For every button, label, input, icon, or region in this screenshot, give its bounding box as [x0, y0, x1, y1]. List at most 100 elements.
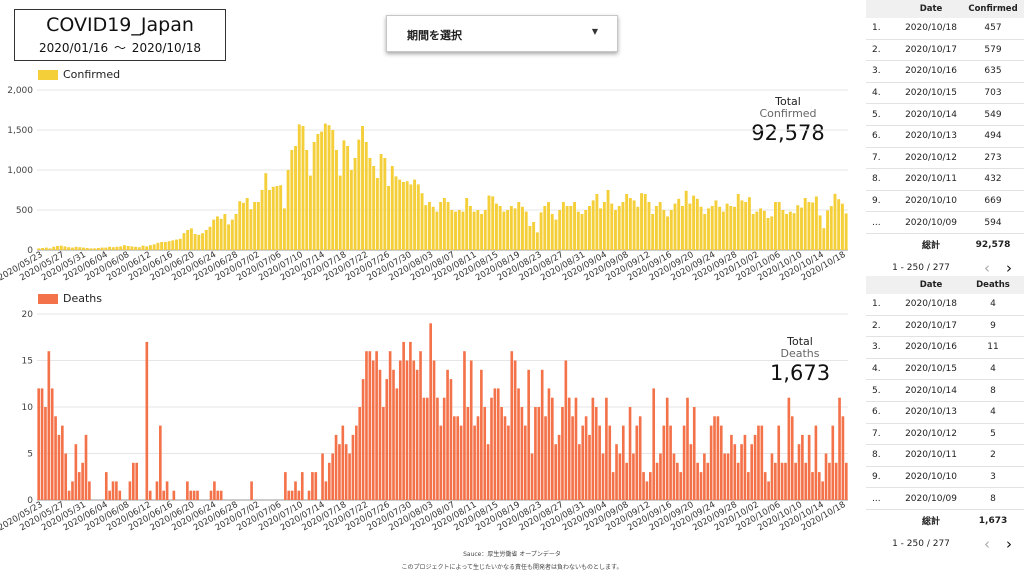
deaths-table-row[interactable]: 1. 2020/10/18 4	[866, 294, 1024, 316]
confirmed-bar	[550, 214, 554, 250]
deaths-bar	[496, 388, 500, 500]
confirmed-bar	[361, 126, 364, 250]
deaths-bar	[145, 341, 149, 500]
confirmed-table-row[interactable]: 2. 2020/10/17 579	[866, 40, 1024, 62]
confirmed-bar	[636, 206, 640, 250]
deaths-bar	[321, 453, 324, 500]
deaths-table-row[interactable]: 7. 2020/10/12 5	[866, 424, 1024, 446]
deaths-bar	[327, 462, 331, 500]
deaths-bar	[534, 407, 537, 500]
deaths-bar	[490, 397, 493, 500]
deaths-bar	[669, 425, 672, 500]
confirmed-bar	[647, 202, 651, 250]
confirmed-table-header-confirmed[interactable]: Confirmed	[968, 4, 1018, 14]
deaths-table-row[interactable]: 4. 2020/10/15 4	[866, 359, 1024, 381]
deaths-bar	[115, 481, 118, 500]
confirmed-table-row[interactable]: 9. 2020/10/10 669	[866, 191, 1024, 213]
confirmed-table-cell: 432	[984, 174, 1002, 185]
confirmed-table-row[interactable]: 3. 2020/10/16 635	[866, 61, 1024, 83]
deaths-table-cell: 2	[990, 450, 996, 461]
deaths-table-row[interactable]: 5. 2020/10/14 8	[866, 380, 1024, 402]
deaths-total-sublabel: Deaths	[780, 347, 820, 360]
deaths-table-header-deaths[interactable]: Deaths	[976, 280, 1010, 290]
deaths-bar	[811, 472, 814, 500]
confirmed-bar	[111, 247, 115, 250]
deaths-bar	[422, 397, 426, 500]
deaths-table-cell: 2020/10/18	[905, 299, 957, 310]
confirmed-table-cell: 6.	[872, 131, 881, 142]
confirmed-table-row[interactable]: 1. 2020/10/18 457	[866, 18, 1024, 40]
deaths-bar	[361, 379, 365, 500]
deaths-bar	[338, 444, 341, 500]
confirmed-bar	[628, 198, 632, 250]
deaths-table-cell: 2.	[872, 320, 881, 331]
confirmed-table-row[interactable]: 4. 2020/10/15 703	[866, 83, 1024, 105]
period-selector-dropdown[interactable]: 期間を選択 ▼	[386, 15, 618, 52]
deaths-table-row[interactable]: 8. 2020/10/11 2	[866, 445, 1024, 467]
deaths-bar	[574, 397, 578, 500]
deaths-bar	[74, 444, 78, 500]
confirmed-table-row[interactable]: 7. 2020/10/12 273	[866, 148, 1024, 170]
deaths-bar	[371, 360, 375, 500]
next-page-icon[interactable]: ›	[1006, 258, 1012, 277]
deaths-table-header-date[interactable]: Date	[919, 280, 943, 290]
deaths-table-row[interactable]: 2. 2020/10/17 9	[866, 316, 1024, 338]
deaths-bar	[324, 481, 328, 500]
confirmed-bar	[759, 208, 763, 250]
confirmed-table-cell: 2020/10/10	[905, 196, 957, 207]
deaths-bar	[118, 490, 122, 500]
deaths-bar	[77, 472, 81, 500]
confirmed-bar	[610, 203, 614, 250]
confirmed-bar	[785, 214, 789, 250]
prev-page-icon[interactable]: ‹	[984, 534, 990, 553]
deaths-bar	[128, 481, 132, 500]
confirmed-bar	[513, 208, 517, 250]
deaths-table-row[interactable]: 3. 2020/10/16 11	[866, 337, 1024, 359]
deaths-table-cell: 2020/10/12	[905, 428, 957, 439]
deaths-bar	[523, 425, 527, 500]
deaths-table-cell: 9.	[872, 472, 881, 483]
confirmed-table-row[interactable]: 8. 2020/10/11 432	[866, 169, 1024, 191]
deaths-bar	[47, 351, 51, 500]
deaths-total-scorecard: Total Deaths 1,673	[760, 336, 840, 386]
deaths-bar	[733, 444, 737, 500]
deaths-bar	[841, 416, 845, 500]
deaths-bar	[314, 472, 318, 500]
confirmed-bar	[271, 186, 275, 250]
deaths-table-row[interactable]: 9. 2020/10/10 3	[866, 467, 1024, 489]
prev-page-icon[interactable]: ‹	[984, 258, 990, 277]
confirmed-bar	[242, 202, 245, 250]
deaths-bar	[111, 481, 115, 500]
deaths-bar	[442, 397, 446, 500]
confirmed-bar	[547, 202, 550, 250]
deaths-legend-swatch	[38, 293, 58, 304]
next-page-icon[interactable]: ›	[1006, 534, 1012, 553]
deaths-bar	[750, 444, 754, 500]
confirmed-bar	[215, 216, 219, 250]
confirmed-bar	[774, 202, 777, 250]
confirmed-bar	[740, 200, 744, 250]
confirmed-bar	[186, 230, 190, 250]
deaths-bar	[385, 379, 389, 500]
confirmed-table-header-date[interactable]: Date	[919, 4, 943, 14]
deaths-table-cell: 3	[990, 472, 996, 483]
deaths-table-row[interactable]: ... 2020/10/09 8	[866, 488, 1024, 510]
confirmed-bar	[424, 205, 428, 250]
confirmed-table-row[interactable]: 6. 2020/10/13 494	[866, 126, 1024, 148]
deaths-bar	[551, 397, 554, 500]
confirmed-table-row[interactable]: ... 2020/10/09 594	[866, 212, 1024, 234]
deaths-bar	[578, 444, 581, 500]
confirmed-bar	[264, 173, 268, 250]
deaths-table-cell: 7.	[872, 428, 881, 439]
deaths-table-cell: 5	[990, 428, 996, 439]
deaths-table-pager: 1 - 250 / 277 ‹ ›	[866, 532, 1024, 556]
confirmed-bar	[420, 193, 424, 250]
confirmed-bar	[431, 206, 435, 250]
confirmed-table-total-row: 総計 92,578	[866, 234, 1024, 256]
confirmed-bar	[338, 175, 342, 250]
confirmed-bar	[826, 210, 829, 250]
confirmed-table-row[interactable]: 5. 2020/10/14 549	[866, 104, 1024, 126]
confirmed-table-cell: 2020/10/12	[905, 152, 957, 163]
deaths-table-row[interactable]: 6. 2020/10/13 4	[866, 402, 1024, 424]
confirmed-bar	[532, 222, 536, 250]
